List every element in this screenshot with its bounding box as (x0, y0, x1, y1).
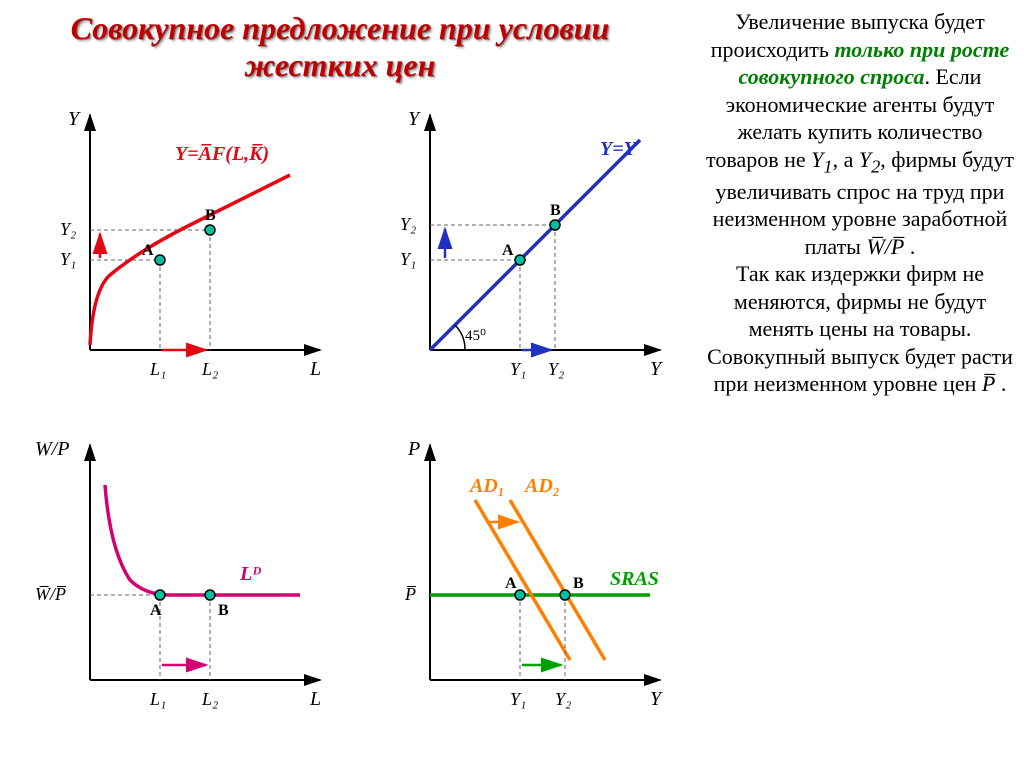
svg-text:A: A (502, 242, 514, 259)
svg-text:L₁: L₁ (149, 359, 166, 379)
slide-title: Совокупное предложение при условии жестк… (40, 10, 640, 84)
charts-grid: Y L Y=A̅F(L,K̅) A B Y₂ Y₁ L₁ L₂ (20, 100, 700, 760)
chart-45-degree: Y Y Y=Y 45⁰ A B Y₂ Y₁ Y₁ Y₂ (370, 100, 690, 400)
chart-production-function: Y L Y=A̅F(L,K̅) A B Y₂ Y₁ L₁ L₂ (30, 100, 350, 400)
svg-text:SRAS: SRAS (610, 568, 659, 590)
point-b (205, 225, 215, 235)
svg-text:L: L (309, 688, 321, 710)
svg-text:W̅/P̅: W̅/P̅ (35, 584, 67, 604)
svg-text:45⁰: 45⁰ (465, 328, 486, 344)
svg-text:Y=Y: Y=Y (600, 138, 638, 160)
x-axis-label: L (309, 358, 321, 380)
identity-line (430, 140, 640, 350)
svg-text:W/P: W/P (35, 438, 69, 460)
svg-text:A: A (142, 242, 154, 259)
svg-text:Y₂: Y₂ (60, 219, 76, 239)
svg-text:Y₁: Y₁ (400, 249, 416, 269)
svg-text:P: P (407, 438, 420, 460)
svg-text:Y: Y (408, 108, 421, 130)
svg-text:AD₂: AD₂ (523, 475, 560, 497)
svg-text:L₂: L₂ (201, 689, 218, 709)
svg-text:Y₂: Y₂ (555, 689, 571, 709)
labor-demand-curve (105, 485, 300, 595)
svg-text:A: A (505, 575, 517, 592)
point-a (155, 255, 165, 265)
svg-text:Y₁: Y₁ (510, 359, 526, 379)
chart-ad-sras: P Y SRAS AD₁ AD₂ A B P̅ Y₁ Y₂ (370, 430, 690, 730)
svg-text:B: B (550, 202, 561, 219)
svg-text:AD₁: AD₁ (468, 475, 505, 497)
svg-text:P̅: P̅ (404, 584, 417, 604)
svg-text:A: A (150, 602, 162, 619)
svg-text:L₂: L₂ (201, 359, 218, 379)
svg-text:Y₂: Y₂ (400, 214, 416, 234)
svg-text:Lᴰ: Lᴰ (239, 563, 261, 585)
curve-label: Y=A̅F(L,K̅) (175, 143, 269, 165)
svg-text:B: B (205, 207, 216, 224)
svg-text:Y₁: Y₁ (60, 249, 76, 269)
svg-text:Y₂: Y₂ (548, 359, 564, 379)
chart-labor-demand: W/P L Lᴰ A B W̅/P̅ L₁ L₂ (30, 430, 350, 730)
svg-text:Y₁: Y₁ (510, 689, 526, 709)
svg-text:L₁: L₁ (149, 689, 166, 709)
svg-text:Y: Y (650, 688, 663, 710)
svg-text:B: B (573, 575, 584, 592)
svg-text:B: B (218, 602, 229, 619)
svg-text:Y: Y (650, 358, 663, 380)
y-axis-label: Y (68, 108, 81, 130)
explanation-text: Увеличение выпуска будет происходить тол… (700, 8, 1020, 398)
